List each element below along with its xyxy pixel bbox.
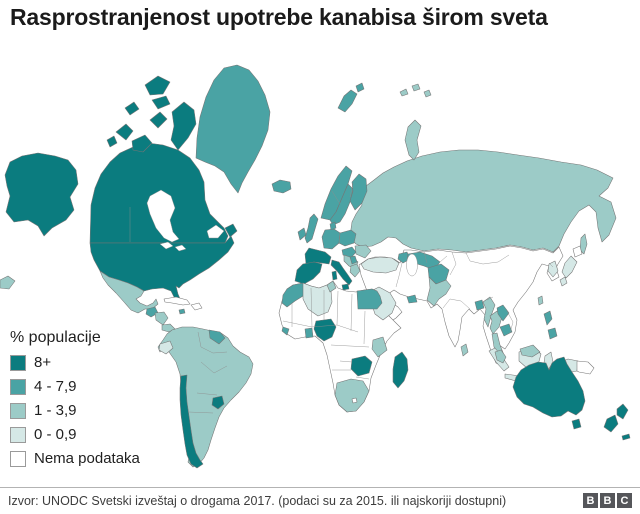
country-uae	[406, 294, 418, 304]
country-italy	[330, 259, 353, 286]
legend-heading: % populacije	[10, 329, 101, 346]
country-zambia	[350, 355, 373, 377]
country-sierra-leone	[281, 326, 290, 336]
country-taiwan	[537, 295, 544, 306]
country-spain-portugal	[294, 261, 323, 285]
country-russia	[349, 149, 617, 253]
hudson-bay	[146, 189, 180, 243]
country-australia	[512, 356, 586, 418]
footer: Izvor: UNODC Svetski izveštaj o drogama …	[0, 487, 640, 514]
caspian-sea	[406, 253, 418, 277]
legend-label: Nema podataka	[34, 450, 140, 467]
country-cuba	[163, 296, 191, 306]
country-nigeria	[313, 318, 337, 342]
bbc-logo-block: C	[617, 493, 632, 508]
country-greece	[349, 263, 361, 278]
country-laos	[496, 304, 510, 322]
country-svalbard	[337, 82, 365, 113]
country-lesotho	[351, 397, 358, 404]
country-novaya-zemlya	[404, 119, 422, 161]
country-chile	[179, 374, 204, 469]
legend-label: 0 - 0,9	[34, 426, 77, 443]
page-title: Rasprostranjenost upotrebe kanabisa širo…	[10, 4, 548, 30]
country-philippines	[543, 310, 558, 340]
gulf-st-lawrence	[206, 224, 225, 239]
country-greenland	[195, 64, 271, 194]
country-germany-benelux	[321, 228, 341, 250]
country-borders	[129, 182, 554, 414]
country-ecuador	[158, 340, 174, 355]
country-iceland	[271, 179, 292, 194]
great-lakes	[159, 241, 187, 252]
country-new-caledonia	[621, 433, 631, 441]
country-japan	[559, 255, 578, 287]
country-uk	[304, 213, 319, 244]
country-ireland	[297, 227, 307, 241]
country-albania-macedonia	[349, 255, 358, 265]
legend-swatch-8plus	[10, 354, 26, 371]
country-france	[304, 247, 332, 265]
legend-label: 8+	[34, 354, 52, 371]
country-sardinia	[331, 270, 338, 281]
legend-item-1-3: 1 - 3,9	[10, 402, 140, 419]
country-franz-josef-land	[399, 83, 432, 98]
country-sicily	[341, 283, 350, 291]
legend-label: 4 - 7,9	[34, 378, 77, 395]
country-tunisia	[326, 280, 337, 293]
country-honduras-nicaragua	[154, 311, 169, 326]
country-mexico	[99, 270, 159, 314]
country-madagascar	[392, 351, 409, 389]
country-jamaica	[178, 308, 186, 315]
legend: % populacije 8+ 4 - 7,9 1 - 3,9 0 - 0,9 …	[10, 329, 140, 474]
country-kenya	[371, 336, 388, 358]
bbc-logo-block: B	[583, 493, 598, 508]
country-canada-arctic-islands	[106, 75, 197, 153]
country-denmark	[329, 221, 337, 231]
source-attribution: Izvor: UNODC Svetski izveštaj o drogama …	[8, 493, 507, 508]
country-chukotka-edge	[0, 275, 16, 290]
country-malaysia	[494, 344, 541, 364]
country-romania-bulgaria	[354, 244, 372, 259]
country-korea	[547, 260, 559, 278]
country-alaska	[4, 152, 79, 237]
country-newfoundland	[224, 223, 238, 238]
legend-swatch-0-09	[10, 426, 26, 443]
country-new-zealand	[603, 403, 629, 433]
legend-swatch-4-7	[10, 378, 26, 395]
bbc-logo-block: B	[600, 493, 615, 508]
country-guyana	[208, 329, 226, 345]
country-pakistan	[426, 276, 452, 307]
country-cambodia	[499, 323, 513, 337]
legend-label: 1 - 3,9	[34, 402, 77, 419]
world-map	[0, 64, 631, 469]
country-hispaniola	[190, 302, 203, 311]
country-finland	[349, 173, 368, 211]
country-morocco	[281, 282, 308, 308]
country-poland	[338, 229, 357, 247]
country-turkey	[360, 256, 400, 274]
legend-item-4-7: 4 - 7,9	[10, 378, 140, 395]
legend-swatch-nodata	[10, 450, 26, 467]
country-algeria	[302, 282, 333, 317]
region-south-america	[157, 326, 254, 468]
country-egypt	[356, 288, 383, 310]
country-bangladesh	[474, 299, 485, 311]
country-south-africa	[334, 378, 370, 413]
country-uruguay	[211, 395, 225, 410]
country-ghana	[304, 327, 314, 339]
legend-item-nodata: Nema podataka	[10, 450, 140, 467]
legend-swatch-1-3	[10, 402, 26, 419]
bbc-logo: B B C	[583, 493, 632, 508]
legend-item-0-09: 0 - 0,9	[10, 426, 140, 443]
country-sri-lanka	[460, 343, 469, 357]
country-hokkaido	[572, 245, 583, 258]
legend-item-8plus: 8+	[10, 354, 140, 371]
country-papua-new-guinea	[576, 360, 595, 375]
country-tasmania	[571, 418, 582, 430]
